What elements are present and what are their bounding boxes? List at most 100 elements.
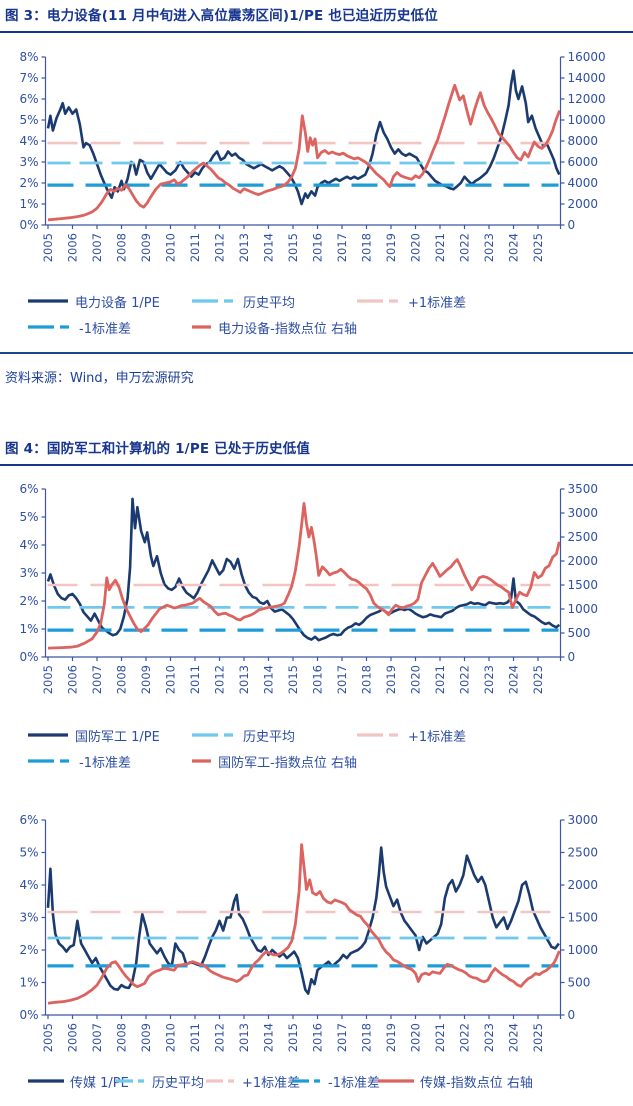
- right-tick-label: 2000: [568, 197, 599, 211]
- x-tick-label: 2024: [507, 1023, 521, 1052]
- right-tick-label: 14000: [568, 71, 606, 85]
- left-tick-label: 4%: [19, 878, 38, 892]
- left-tick-label: 6%: [19, 813, 38, 827]
- legend-item-label: +1标准差: [408, 295, 467, 311]
- x-tick-label: 2007: [90, 233, 104, 262]
- x-tick-label: 2014: [262, 665, 276, 694]
- legend-item: +1标准差: [357, 726, 633, 745]
- x-tick-label: 2023: [482, 1023, 496, 1052]
- right-tick-label: 8000: [568, 134, 599, 148]
- left-tick-label: 3%: [19, 155, 38, 169]
- figure3-divider: [0, 352, 633, 354]
- x-tick-label: 2021: [433, 665, 447, 694]
- x-tick-label: 2015: [286, 1023, 300, 1052]
- series-1pe-line: [46, 497, 561, 642]
- x-tick-label: 2008: [115, 665, 129, 694]
- figure3-title: 图 3：电力设备(11 月中旬进入高位震荡区间)1/PE 也已迫近历史低位: [0, 4, 633, 33]
- legend-dashed-line-icon: [28, 325, 72, 329]
- x-tick-label: 2006: [66, 233, 80, 262]
- figure3-chart: 8% 7% 6% 5% 4% 3% 2% 1% 0% 16000 14000 12000 10000 80…: [19, 50, 606, 262]
- legend-item: -1标准差: [292, 1068, 380, 1094]
- left-tick-label: 6%: [19, 482, 38, 496]
- x-tick-label: 2019: [384, 665, 398, 694]
- x-tick-label: 2007: [90, 665, 104, 694]
- legend-dashed-line-icon: [357, 299, 401, 303]
- series-index-line: [47, 501, 561, 650]
- figure4-legend-defense: 国防军工 1/PE 历史平均 +1标准差 -1标准差 国防军工-指数点位 右轴: [0, 722, 633, 774]
- legend-item: 国防军工 1/PE: [28, 726, 192, 745]
- left-tick-label: 1%: [19, 622, 38, 636]
- left-tick-label: 4%: [19, 538, 38, 552]
- x-tick-label: 2025: [531, 665, 545, 694]
- legend-item: 电力设备 1/PE: [28, 292, 192, 311]
- right-tick-label: 0: [568, 218, 576, 232]
- legend-item-label: -1标准差: [328, 1075, 380, 1091]
- left-tick-label: 1%: [19, 197, 38, 211]
- x-tick-label: 2017: [335, 665, 349, 694]
- legend-solid-line-icon: [28, 733, 68, 737]
- right-tick-label: 1500: [568, 911, 599, 925]
- left-tick-label: 3%: [19, 911, 38, 925]
- legend-item-label: -1标准差: [79, 755, 131, 771]
- left-tick-label: 0%: [19, 650, 38, 664]
- x-tick-label: 2022: [458, 665, 472, 694]
- x-tick-label: 2016: [311, 233, 325, 262]
- legend-solid-line-icon: [192, 759, 212, 763]
- legend-item: 历史平均: [192, 726, 357, 745]
- legend-item-label: 历史平均: [152, 1075, 205, 1091]
- legend-item: +1标准差: [206, 1068, 300, 1094]
- right-tick-label: 2500: [568, 530, 599, 544]
- left-tick-label: 0%: [19, 1008, 38, 1022]
- series-index-line: [47, 843, 561, 1005]
- legend-item: 历史平均: [192, 292, 357, 311]
- x-tick-label: 2011: [188, 1023, 202, 1052]
- right-tick-label: 0: [568, 650, 576, 664]
- legend-item: 传媒 1/PE: [28, 1068, 129, 1094]
- left-tick-label: 2%: [19, 594, 38, 608]
- right-tick-label: 500: [568, 626, 591, 640]
- x-tick-label: 2020: [409, 665, 423, 694]
- x-tick-label: 2018: [360, 665, 374, 694]
- x-tick-label: 2005: [41, 1023, 55, 1052]
- legend-item: 历史平均: [116, 1068, 204, 1094]
- legend-item-label: 历史平均: [243, 729, 296, 745]
- x-tick-label: 2022: [458, 233, 472, 262]
- right-tick-label: 500: [568, 976, 591, 990]
- legend-item: -1标准差: [28, 752, 192, 771]
- legend-item: 电力设备-指数点位 右轴: [192, 318, 357, 337]
- legend-item: +1标准差: [357, 292, 633, 311]
- x-tick-label: 2010: [164, 233, 178, 262]
- left-tick-label: 5%: [19, 846, 38, 860]
- right-tick-label: 2000: [568, 878, 599, 892]
- right-tick-label: 1000: [568, 602, 599, 616]
- x-tick-label: 2005: [41, 233, 55, 262]
- left-tick-label: 3%: [19, 566, 38, 580]
- x-tick-label: 2012: [213, 233, 227, 262]
- right-tick-label: 6000: [568, 155, 599, 169]
- legend-solid-line-icon: [378, 1079, 414, 1083]
- left-tick-label: 0%: [19, 218, 38, 232]
- figure4-title: 图 4：国防军工和计算机的 1/PE 已处于历史低值: [0, 437, 633, 466]
- legend-item: 国防军工-指数点位 右轴: [192, 752, 357, 771]
- x-tick-label: 2015: [286, 665, 300, 694]
- x-tick-label: 2007: [90, 1023, 104, 1052]
- x-tick-label: 2020: [409, 1023, 423, 1052]
- left-tick-label: 4%: [19, 134, 38, 148]
- x-tick-label: 2015: [286, 233, 300, 262]
- left-tick-label: 8%: [19, 50, 38, 64]
- left-tick-label: 5%: [19, 510, 38, 524]
- x-tick-label: 2013: [237, 1023, 251, 1052]
- x-tick-label: 2006: [66, 665, 80, 694]
- x-tick-label: 2008: [115, 233, 129, 262]
- x-tick-label: 2013: [237, 665, 251, 694]
- right-tick-label: 10000: [568, 113, 606, 127]
- legend-item-label: 传媒 1/PE: [70, 1075, 129, 1091]
- right-tick-label: 12000: [568, 92, 606, 106]
- x-tick-label: 2017: [335, 1023, 349, 1052]
- legend-item-label: 历史平均: [243, 295, 296, 311]
- legend-item-label: +1标准差: [408, 729, 467, 745]
- x-tick-label: 2012: [213, 1023, 227, 1052]
- x-tick-label: 2006: [66, 1023, 80, 1052]
- x-tick-label: 2009: [139, 665, 153, 694]
